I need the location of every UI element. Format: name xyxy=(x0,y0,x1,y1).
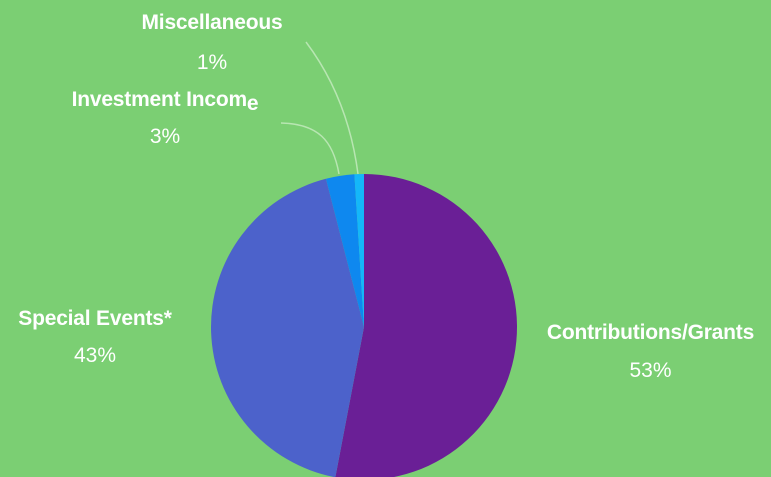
slice-name-special-events: Special Events* xyxy=(18,307,172,330)
slice-percent-investment-income: 3% xyxy=(149,125,181,148)
slice-name-investment-income-suffix: e xyxy=(246,92,259,115)
slice-percent-contributions-grants: 53% xyxy=(629,359,672,382)
leader-line-investment-income xyxy=(280,122,340,175)
pie-slice-special-events xyxy=(211,178,364,477)
leader-line-miscellaneous xyxy=(305,41,359,175)
slice-percent-special-events: 43% xyxy=(73,344,117,367)
slice-percent-miscellaneous: 1% xyxy=(196,51,228,74)
slice-name-miscellaneous: Miscellaneous xyxy=(141,11,283,34)
pie-slice-contributions-grants xyxy=(335,174,517,477)
slice-label-investment-income: Investment Income 3% xyxy=(55,88,275,149)
pie-slice-investment-income xyxy=(325,174,364,327)
pie-slices xyxy=(211,174,517,477)
slice-name-investment-income: Investment Incom xyxy=(71,88,248,111)
slice-label-contributions-grants: Contributions/Grants 53% xyxy=(530,321,771,383)
slice-label-miscellaneous: Miscellaneous 1% xyxy=(112,11,312,75)
pie-slice-miscellaneous xyxy=(354,174,364,327)
slice-name-contributions-grants: Contributions/Grants xyxy=(546,321,755,344)
slice-label-special-events: Special Events* 43% xyxy=(0,307,190,368)
